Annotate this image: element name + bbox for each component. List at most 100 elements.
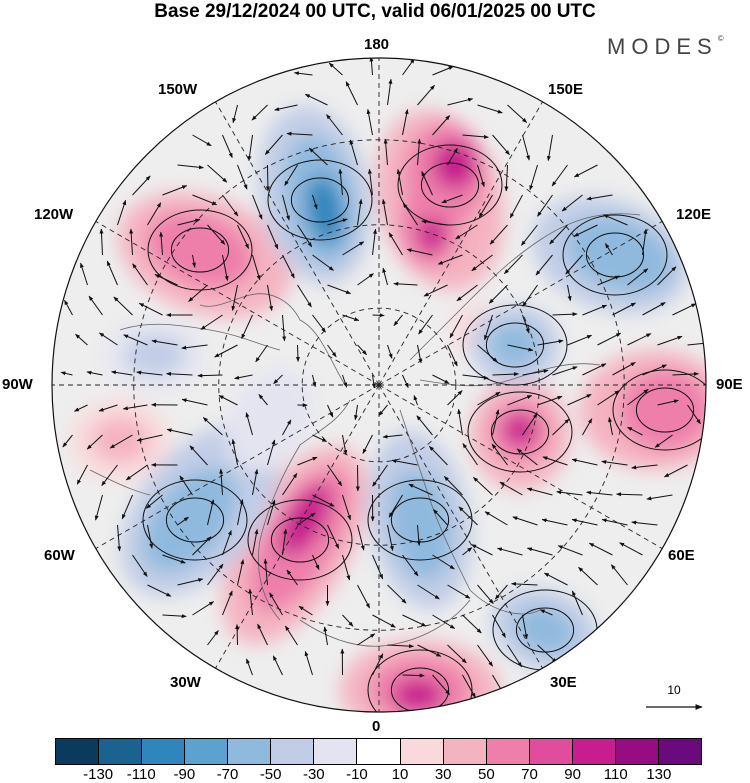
wind-vector xyxy=(462,134,489,139)
anomaly-region xyxy=(125,335,185,375)
colorbar-tick-label: 30 xyxy=(434,766,452,783)
wind-vector xyxy=(687,404,701,425)
wind-vector xyxy=(522,134,530,161)
wind-vector xyxy=(657,266,677,286)
wind-vector xyxy=(672,303,697,316)
wind-vector xyxy=(282,314,287,342)
wind-vector xyxy=(151,339,178,346)
wind-vector xyxy=(504,164,509,192)
wind-vector xyxy=(393,314,403,326)
wind-vector xyxy=(417,344,423,364)
wind-vector xyxy=(177,516,189,526)
wind-vector xyxy=(597,332,622,346)
lon-label-60e: 60E xyxy=(668,547,695,564)
wind-vector xyxy=(526,547,553,556)
colorbar-swatch xyxy=(400,739,444,764)
wind-vector xyxy=(366,108,373,136)
wind-vector xyxy=(432,374,450,384)
wind-vector xyxy=(147,202,162,226)
wind-vector xyxy=(222,194,239,217)
colorbar-swatch xyxy=(443,739,487,764)
wind-vector xyxy=(357,344,367,356)
wind-vector xyxy=(382,434,403,439)
colorbar-swatch xyxy=(314,739,358,764)
flow-contour xyxy=(390,497,450,543)
wind-vector xyxy=(552,312,578,317)
wind-vector xyxy=(162,185,188,196)
wind-vector xyxy=(537,644,558,663)
wind-vector xyxy=(494,584,508,600)
anomaly-region xyxy=(92,418,148,462)
wind-vector xyxy=(252,194,263,220)
anomaly-region xyxy=(225,368,315,472)
wind-vector xyxy=(166,428,193,436)
wind-vector xyxy=(327,524,340,549)
wind-vector xyxy=(369,58,374,76)
wind-vector xyxy=(94,494,103,521)
wind-vector xyxy=(627,268,649,286)
wind-vector xyxy=(189,445,208,466)
wind-vector xyxy=(147,524,154,549)
wind-vector xyxy=(578,566,598,586)
flow-contour xyxy=(142,479,248,561)
wind-vector xyxy=(312,434,328,443)
wind-vector xyxy=(251,104,268,121)
brand-logo: MODES© xyxy=(607,34,724,60)
wind-vector xyxy=(421,170,433,196)
meridian-line xyxy=(378,101,543,386)
wind-vector xyxy=(123,334,148,346)
wind-vector xyxy=(132,175,151,196)
wind-vector xyxy=(477,164,485,188)
wind-vector xyxy=(478,194,493,218)
wind-vector xyxy=(147,584,172,597)
wind-vector xyxy=(342,494,351,521)
wind-vector xyxy=(549,224,568,245)
wind-vector xyxy=(342,374,348,388)
wind-vector xyxy=(642,302,666,316)
colorbar-tick-label: -30 xyxy=(302,766,325,783)
colorbar-swatch xyxy=(529,739,573,764)
wind-vector xyxy=(293,71,313,76)
wind-vector xyxy=(539,609,553,616)
wind-vector xyxy=(372,554,384,580)
wind-vector xyxy=(62,434,73,448)
wind-vector xyxy=(387,644,414,649)
flow-contour xyxy=(485,322,545,368)
wind-vector xyxy=(402,58,415,76)
anomaly-region xyxy=(306,175,344,245)
wind-vector xyxy=(387,344,393,359)
wind-vector xyxy=(327,284,352,295)
wind-vector xyxy=(192,601,215,616)
wind-vector xyxy=(557,545,583,556)
wind-vector xyxy=(246,658,253,676)
wind-vector xyxy=(471,544,493,556)
flow-contour xyxy=(612,369,706,451)
map-disc xyxy=(52,58,706,712)
colorbar-swatch xyxy=(56,739,100,764)
wind-vector xyxy=(264,134,283,155)
lon-label-150w: 150W xyxy=(158,81,198,98)
coastline xyxy=(258,399,351,621)
wind-vector xyxy=(672,371,699,376)
wind-vector xyxy=(477,584,494,604)
wind-vector xyxy=(60,371,73,376)
colorbar-swatch xyxy=(142,739,186,764)
wind-vector xyxy=(328,62,343,76)
colorbar-swatch xyxy=(615,739,659,764)
wind-vector xyxy=(477,644,494,667)
wind-vector xyxy=(654,434,673,448)
wind-vector xyxy=(612,361,636,376)
wind-vector xyxy=(132,263,148,286)
colorbar-swatch xyxy=(228,739,272,764)
colorbar-tick-label: -110 xyxy=(126,766,156,783)
flow-contour xyxy=(165,497,225,543)
reference-vector-arrow xyxy=(646,704,703,710)
wind-vector xyxy=(381,198,388,226)
wind-vector xyxy=(323,626,328,646)
flow-contour xyxy=(247,499,353,581)
wind-vector xyxy=(257,623,268,646)
meridian-line xyxy=(378,384,543,669)
wind-vector xyxy=(522,284,538,307)
wind-vector xyxy=(619,542,643,556)
wind-vector xyxy=(255,344,268,363)
